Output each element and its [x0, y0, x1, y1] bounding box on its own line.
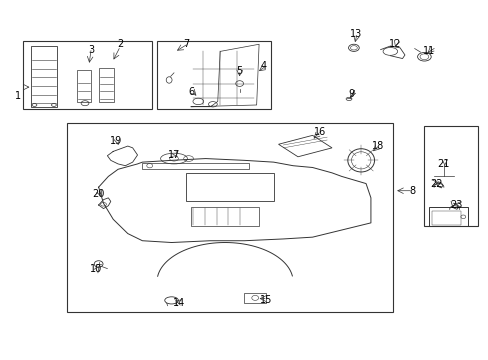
Text: 17: 17: [167, 150, 180, 160]
Bar: [191, 207, 259, 226]
Text: 10: 10: [90, 264, 102, 274]
Bar: [142, 163, 249, 169]
Text: 3: 3: [88, 45, 94, 55]
Text: 2: 2: [117, 39, 123, 49]
Text: 23: 23: [449, 200, 461, 210]
Bar: [186, 173, 273, 202]
Text: 5: 5: [236, 66, 242, 76]
Polygon shape: [278, 135, 331, 157]
Bar: [244, 293, 266, 303]
Bar: [99, 68, 114, 102]
Text: 14: 14: [172, 298, 184, 308]
Text: 12: 12: [388, 39, 401, 49]
Text: 9: 9: [347, 89, 354, 99]
Bar: [30, 46, 57, 107]
Bar: [431, 211, 460, 225]
Bar: [23, 41, 152, 109]
Text: 15: 15: [260, 295, 272, 305]
Bar: [67, 123, 392, 312]
Bar: [424, 126, 477, 226]
Text: 8: 8: [408, 186, 414, 196]
Bar: [428, 207, 467, 226]
Text: 20: 20: [92, 189, 104, 199]
Text: 13: 13: [349, 28, 362, 39]
Text: 21: 21: [437, 159, 449, 169]
Bar: [77, 70, 91, 102]
Text: 16: 16: [313, 127, 325, 137]
Text: 22: 22: [429, 179, 442, 189]
Text: 18: 18: [371, 141, 384, 151]
Text: 1: 1: [15, 91, 21, 101]
Bar: [157, 41, 271, 109]
Text: 19: 19: [109, 136, 122, 146]
Text: 11: 11: [422, 46, 434, 57]
Text: 4: 4: [261, 61, 266, 71]
Text: 7: 7: [183, 39, 189, 49]
Text: 6: 6: [187, 87, 194, 98]
